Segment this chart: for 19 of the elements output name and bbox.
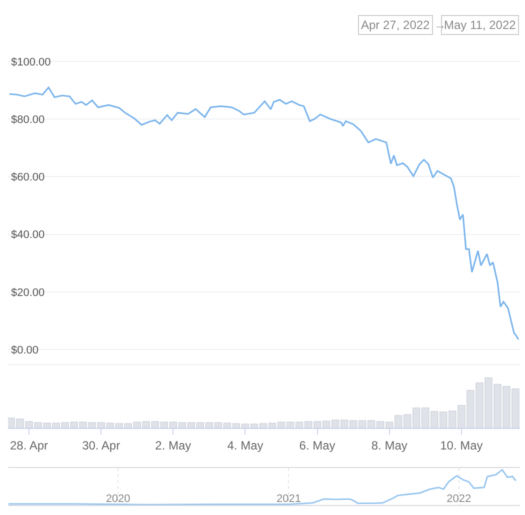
x-tick-label: 2021 — [276, 493, 301, 505]
x-tick-label: 6. May — [299, 438, 336, 452]
x-tick-label: 30. Apr — [82, 438, 120, 452]
x-tick-label: 28. Apr — [10, 438, 48, 452]
y-tick-label: $20.00 — [11, 286, 45, 299]
y-tick-label: $0.00 — [11, 344, 39, 356]
x-tick-label: 2. May — [155, 438, 192, 452]
y-tick-label: $40.00 — [11, 229, 45, 242]
x-tick-label: 8. May — [371, 438, 408, 452]
x-tick-label: 10. May — [440, 438, 483, 452]
x-tick-label: 4. May — [227, 438, 264, 452]
annotation: Apr 27, 2022 — [361, 18, 430, 32]
x-tick-label: 2020 — [106, 493, 130, 505]
y-tick-label: $80.00 — [11, 114, 45, 126]
y-tick-label: $60.00 — [11, 172, 45, 184]
annotation: May 11, 2022 — [444, 18, 516, 32]
x-tick-label: 2022 — [446, 493, 472, 505]
line-series — [8, 86, 520, 340]
y-tick-label: $100.00 — [11, 56, 51, 68]
